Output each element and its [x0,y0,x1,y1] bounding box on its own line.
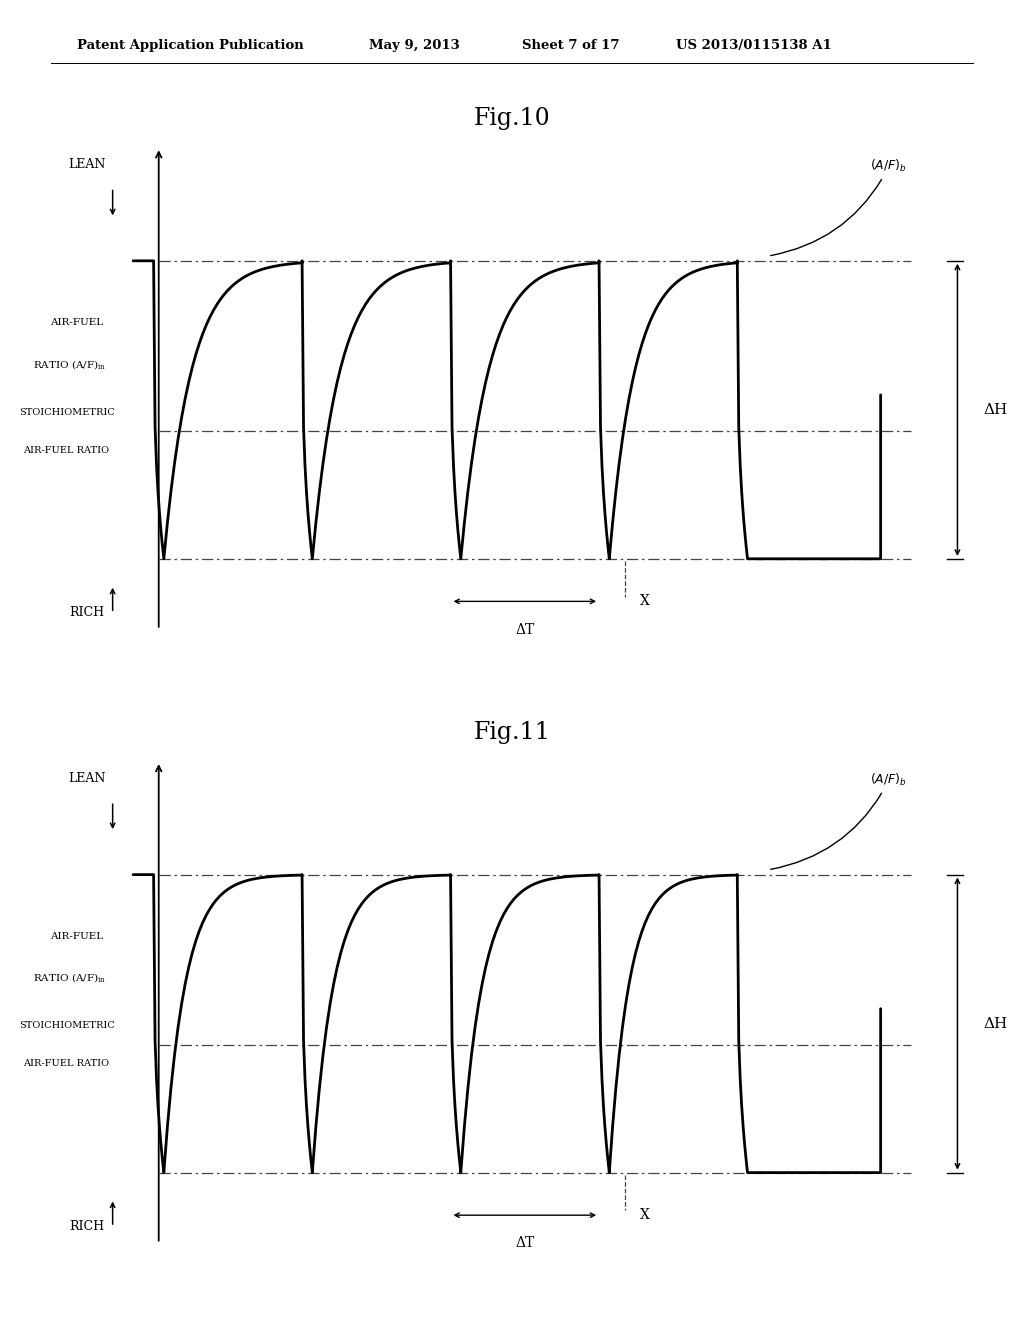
Text: $(A/F)_b$: $(A/F)_b$ [771,158,907,256]
Text: AIR-FUEL: AIR-FUEL [50,318,103,327]
Text: US 2013/0115138 A1: US 2013/0115138 A1 [676,38,831,51]
Text: X: X [640,594,650,609]
Text: LEAN: LEAN [69,158,105,170]
Text: AIR-FUEL: AIR-FUEL [50,932,103,941]
Text: May 9, 2013: May 9, 2013 [369,38,460,51]
Text: $(A/F)_b$: $(A/F)_b$ [771,772,907,870]
Text: RICH: RICH [70,1220,104,1233]
Text: AIR-FUEL RATIO: AIR-FUEL RATIO [24,1060,110,1068]
Text: AIR-FUEL RATIO: AIR-FUEL RATIO [24,446,110,454]
Text: RATIO (A/F)$_{\mathregular{in}}$: RATIO (A/F)$_{\mathregular{in}}$ [33,358,106,372]
Text: ΔT: ΔT [515,623,535,636]
Text: ΔT: ΔT [515,1237,535,1250]
Text: RATIO (A/F)$_{\mathregular{in}}$: RATIO (A/F)$_{\mathregular{in}}$ [33,972,106,986]
Text: Fig.11: Fig.11 [473,721,551,744]
Text: ΔH: ΔH [983,1016,1008,1031]
Text: Patent Application Publication: Patent Application Publication [77,38,303,51]
Text: STOICHIOMETRIC: STOICHIOMETRIC [18,1022,115,1031]
Text: ΔH: ΔH [983,403,1008,417]
Text: LEAN: LEAN [69,772,105,784]
Text: STOICHIOMETRIC: STOICHIOMETRIC [18,408,115,417]
Text: X: X [640,1208,650,1222]
Text: Sheet 7 of 17: Sheet 7 of 17 [522,38,620,51]
Text: RICH: RICH [70,606,104,619]
Text: Fig.10: Fig.10 [474,107,550,131]
